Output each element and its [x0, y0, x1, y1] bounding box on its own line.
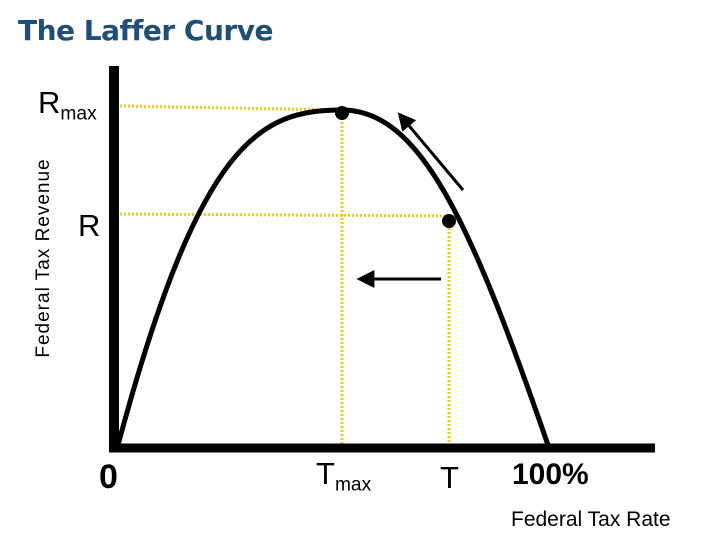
current-point — [442, 214, 456, 228]
t-label: T — [440, 460, 459, 495]
rmax-guide-horizontal — [119, 104, 341, 112]
peak-point — [335, 106, 349, 120]
x-axis-label: Federal Tax Rate — [511, 508, 671, 531]
r-label: R — [78, 208, 101, 243]
laffer-curve — [115, 107, 551, 446]
r-guide-horizontal — [119, 212, 449, 218]
hundred-percent-label: 100% — [512, 458, 589, 491]
page-title: The Laffer Curve — [18, 14, 273, 47]
rmax-label: Rmax — [38, 85, 97, 125]
tmax-label: Tmax — [316, 456, 372, 496]
zero-label: 0 — [99, 458, 118, 496]
up-curve-arrow — [397, 112, 465, 191]
